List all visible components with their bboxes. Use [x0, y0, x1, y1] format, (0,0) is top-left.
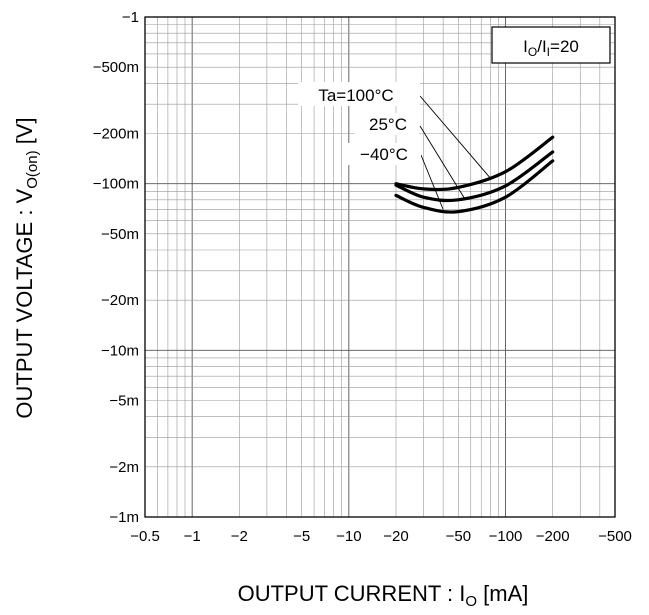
- y-tick-label: −20m: [101, 292, 139, 309]
- x-tick-label: −50: [446, 528, 471, 545]
- series-label-100c: Ta=100°C: [318, 86, 393, 105]
- condition-box: IO/II=20: [491, 26, 611, 64]
- y-tick-label: −50m: [101, 226, 139, 243]
- series-line-25c: [394, 150, 555, 203]
- x-tick-label: −1: [184, 528, 201, 545]
- x-tick-label: −10: [336, 528, 361, 545]
- y-tick-label: −100m: [93, 176, 139, 193]
- y-tick-label: −1: [122, 9, 139, 26]
- series-label-25c: 25°C: [369, 115, 407, 134]
- condition-text: IO/II=20: [523, 37, 579, 59]
- x-tick-label: −200: [536, 528, 570, 545]
- x-axis-title: OUTPUT CURRENT : IO [mA]: [238, 581, 529, 610]
- x-tick-label: −100: [489, 528, 523, 545]
- leader-line: [419, 125, 466, 200]
- x-tick-labels: −0.5 −1 −2 −5 −10 −20 −50 −100 −200 −500: [130, 528, 632, 545]
- y-tick-label: −10m: [101, 342, 139, 359]
- y-axis-title: OUTPUT VOLTAGE : VO(on) [V]: [12, 117, 41, 418]
- x-tick-label: −500: [598, 528, 632, 545]
- x-tick-label: −0.5: [130, 528, 160, 545]
- series-curves: [394, 135, 555, 214]
- leader-lines: [419, 95, 491, 210]
- y-tick-label: −2m: [109, 459, 139, 476]
- x-tick-label: −20: [383, 528, 408, 545]
- leader-line: [419, 95, 491, 179]
- y-tick-label: −200m: [93, 125, 139, 142]
- series-line-100c: [394, 135, 555, 192]
- x-tick-label: −5: [293, 528, 310, 545]
- y-tick-labels: −1 −500m −200m −100m −50m −20m −10m −5m −2m −1m: [93, 9, 139, 526]
- series-label-minus40c: −40°C: [360, 145, 408, 164]
- plot-frame: [144, 16, 616, 518]
- y-tick-label: −5m: [109, 393, 139, 410]
- leader-line: [420, 154, 444, 210]
- y-tick-label: −1m: [109, 509, 139, 526]
- x-tick-label: −2: [231, 528, 248, 545]
- series-line-minus40c: [394, 159, 555, 214]
- y-tick-label: −500m: [93, 59, 139, 76]
